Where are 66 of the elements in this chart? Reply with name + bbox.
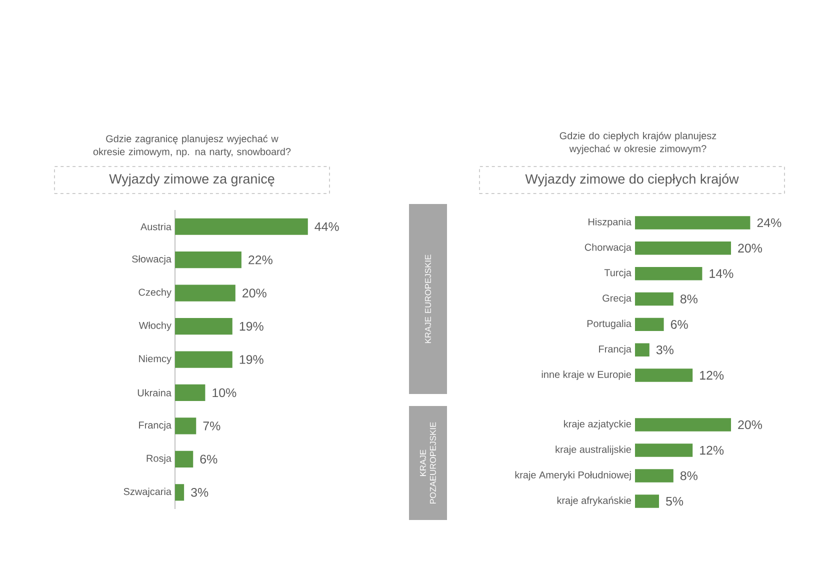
y-tick-label: Rosja <box>146 454 172 464</box>
bar <box>635 292 674 306</box>
y-axis-title: KRAJE EUROPEJSKIE <box>425 254 431 344</box>
bar <box>175 484 184 501</box>
bar <box>175 252 242 268</box>
bar <box>175 418 196 434</box>
y-tick-label: Ukraina <box>138 389 172 396</box>
data-label: 3% <box>191 488 208 497</box>
data-label: 8% <box>680 294 698 304</box>
y-tick-label: Słowacja <box>132 255 172 264</box>
bar <box>635 494 660 508</box>
y-tick-label: Niemcy <box>139 354 172 364</box>
data-label: 20% <box>242 288 266 298</box>
data-label: 6% <box>200 454 218 464</box>
y-tick-label: Francja <box>139 421 172 431</box>
chart-subtitle: Gdzie zagranicę planujesz wyjechać w okresie zimowym, np. na narty, snowboard? <box>93 134 291 158</box>
data-label: 19% <box>240 322 264 331</box>
y-tick-label: kraje australijskie <box>556 446 632 455</box>
data-label: 3% <box>656 345 674 354</box>
chart-subtitle: Gdzie do ciepłych krajów planujesz wyjechać w okresie zimowym? <box>560 132 716 154</box>
data-label: 10% <box>212 388 236 398</box>
bar <box>635 469 674 482</box>
bar <box>175 450 194 468</box>
chart-title: Wyjazdy zimowe do ciepłych krajów <box>525 174 739 186</box>
y-tick-label: kraje azjatyckie <box>564 420 632 430</box>
data-label: 24% <box>757 218 782 228</box>
bar <box>175 318 232 335</box>
chart-title: Wyjazdy zimowe za granicę <box>109 174 274 186</box>
bar <box>635 266 702 280</box>
y-tick-label: Czechy <box>138 288 172 298</box>
bar <box>635 343 650 356</box>
y-tick-label: Francja <box>599 345 632 355</box>
y-tick-label: kraje afrykańskie <box>557 496 632 506</box>
bar <box>175 218 308 235</box>
bar <box>635 368 693 382</box>
data-label: 12% <box>700 446 724 455</box>
bar <box>635 216 750 230</box>
y-tick-label: Turcja <box>604 268 632 278</box>
y-tick-label: Chorwacja <box>584 244 632 253</box>
y-tick-label: inne kraje w Europie <box>542 370 632 380</box>
data-label: 6% <box>670 320 688 329</box>
y-tick-label: Portugalia <box>587 320 632 330</box>
y-tick-label: Szwajcaria <box>124 488 172 498</box>
y-tick-label: kraje Ameryki Południowej <box>515 471 631 480</box>
y-tick-label: Austria <box>140 222 172 230</box>
y-tick-label: Grecja <box>602 294 632 304</box>
bar <box>635 418 732 432</box>
bar <box>635 444 693 457</box>
y-tick-label: Włochy <box>138 322 172 331</box>
bar <box>635 318 664 332</box>
data-label: 7% <box>203 422 220 430</box>
data-label: 20% <box>738 244 762 253</box>
bar <box>175 284 236 302</box>
y-tick-label: Hiszpania <box>588 218 632 228</box>
y-axis-title: KRAJE POZAEUROPEJSKIE <box>420 422 436 504</box>
data-label: 19% <box>240 355 264 364</box>
data-label: 12% <box>700 370 724 380</box>
bar <box>175 351 232 368</box>
data-label: 22% <box>248 255 272 264</box>
bar <box>635 242 732 255</box>
bar <box>175 384 206 402</box>
data-label: 20% <box>738 420 762 430</box>
data-label: 44% <box>314 222 339 231</box>
data-label: 14% <box>710 269 734 278</box>
data-label: 5% <box>666 496 684 506</box>
data-label: 8% <box>680 471 698 480</box>
